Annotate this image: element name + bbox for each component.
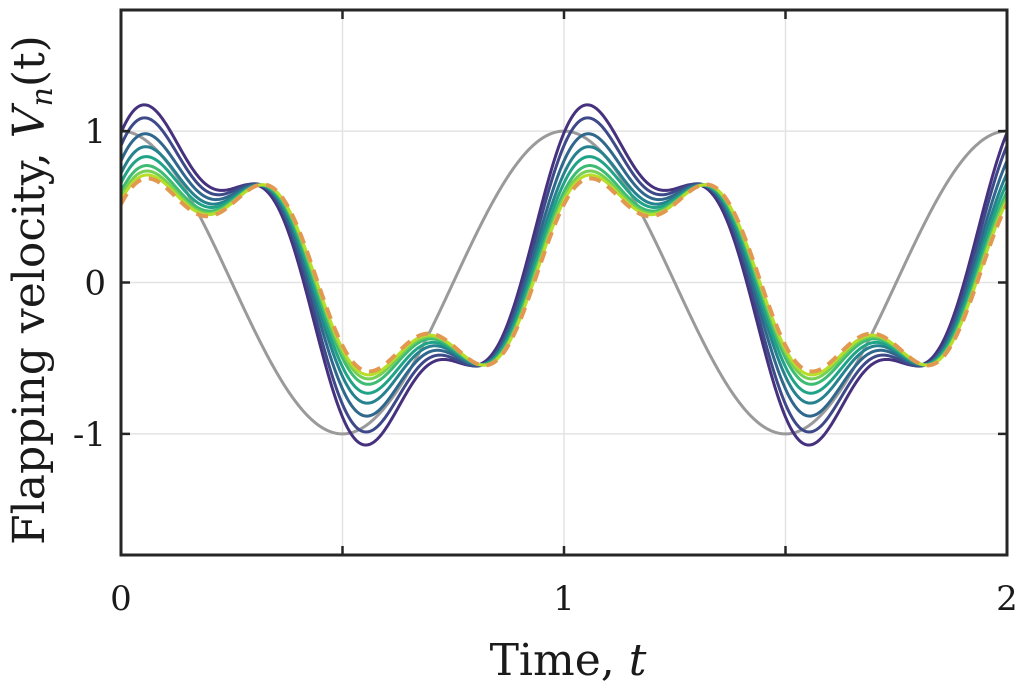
x-tick-label: 2 <box>996 579 1018 619</box>
grid <box>120 10 1008 555</box>
axis-ticks <box>119 10 1009 555</box>
y-tick-label: -1 <box>73 415 106 455</box>
series-line-8 <box>119 176 1009 374</box>
x-tick-label: 0 <box>110 579 132 619</box>
x-axis-label: Time, t <box>490 635 647 686</box>
series-lines <box>119 103 1009 447</box>
x-tick-label: 1 <box>553 579 575 619</box>
y-tick-label: 0 <box>84 264 106 304</box>
y-tick-label: 1 <box>84 112 106 152</box>
tick-labels: 0 1 2 -1 0 1 <box>73 112 1018 619</box>
series-line-0 <box>119 103 1009 447</box>
y-axis-label: Flapping velocity, Vn(t) <box>4 35 60 545</box>
